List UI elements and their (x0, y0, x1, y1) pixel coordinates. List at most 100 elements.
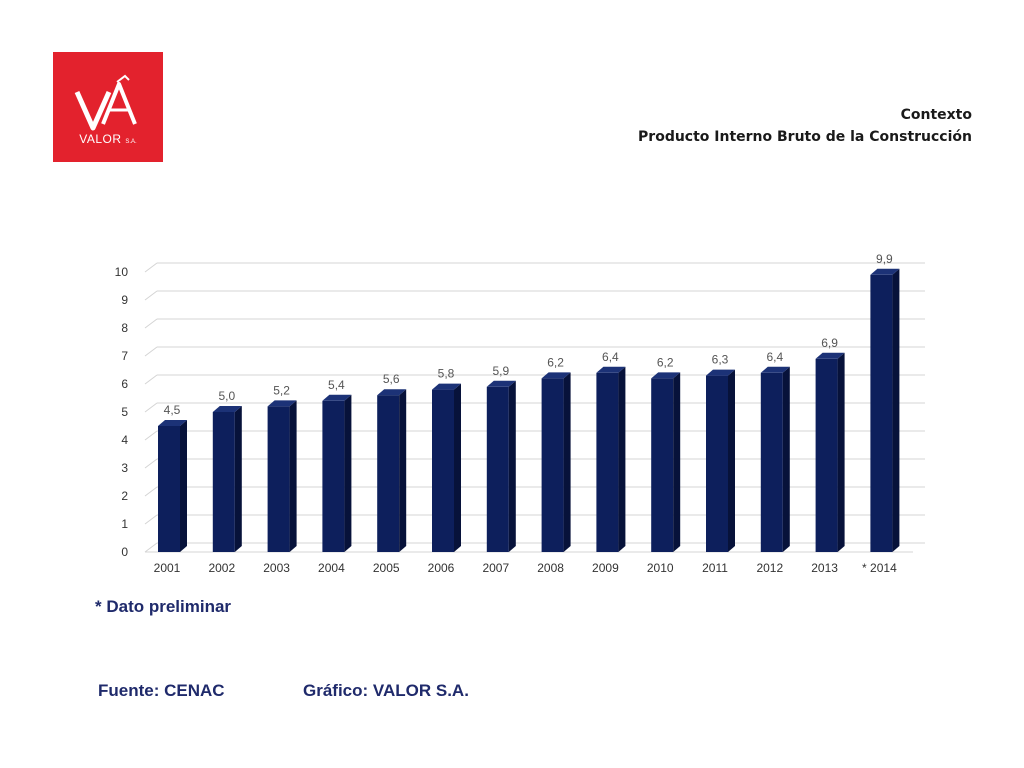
bar-front (541, 378, 564, 552)
gridline-depth (144, 458, 158, 469)
source-text: Fuente: CENAC (98, 681, 225, 700)
bar: 5,9 (486, 364, 516, 552)
bar-value-label: 6,4 (602, 350, 619, 364)
y-tick-label: 10 (115, 265, 129, 279)
y-tick-label: 6 (121, 377, 128, 391)
y-tick-label: 1 (121, 517, 128, 531)
x-tick-label: 2010 (647, 561, 674, 575)
y-tick-label: 3 (121, 461, 128, 475)
bar: 6,2 (541, 355, 571, 552)
logo-suffix: S.A. (125, 139, 137, 145)
bar: 6,3 (706, 353, 735, 552)
valor-logo: VALOR S.A. (53, 52, 163, 162)
bar-side (782, 366, 790, 552)
bar-top (267, 400, 297, 407)
bar-side (508, 380, 516, 552)
chart-grid (144, 262, 925, 553)
bar-top (432, 383, 461, 390)
x-tick-label: 2004 (318, 561, 345, 575)
x-tick-label: 2013 (811, 561, 838, 575)
gridline-depth (144, 430, 158, 441)
bar: 6,2 (651, 355, 681, 552)
bar-top (377, 389, 407, 396)
bar-front (870, 274, 893, 552)
bar: 5,8 (432, 367, 461, 552)
bar: 5,6 (377, 372, 407, 552)
gridline-depth (144, 542, 158, 553)
x-tick-label: 2006 (428, 561, 455, 575)
gridline-depth (144, 486, 158, 497)
header-context: Contexto (900, 107, 972, 123)
bar-side (454, 383, 461, 552)
x-tick-label: 2009 (592, 561, 619, 575)
bar: 4,5 (158, 403, 187, 552)
bar-front (432, 389, 454, 552)
bar-top (815, 352, 845, 359)
bar-side (344, 394, 352, 552)
bar-top (322, 394, 352, 401)
y-tick-label: 2 (121, 489, 128, 503)
bar: 6,9 (815, 336, 845, 552)
bar-side (399, 389, 407, 552)
bar-value-label: 6,2 (547, 355, 564, 369)
bar-top (158, 420, 187, 426)
x-tick-label: * 2014 (862, 561, 897, 575)
bar-front (815, 358, 838, 552)
chart-bars: 4,5 5,0 5,2 5,4 5,6 5,8 5,9 6,2 6,4 6,2 6,3 6,4 6,9 9… (158, 252, 900, 552)
bar-side (618, 366, 626, 552)
bar-value-label: 5,0 (218, 389, 235, 403)
bar-front (377, 395, 400, 552)
bar-top (541, 372, 571, 379)
bar-chart: 0 1 2 3 4 5 6 7 8 9 10 4,5 5,0 5,2 5,4 5,6 5,8 5,9 6,2 6,4… (115, 252, 925, 575)
bar-top (870, 268, 900, 275)
bar-value-label: 6,3 (712, 353, 729, 367)
bar-front (651, 378, 674, 552)
bar: 5,0 (212, 389, 242, 552)
bar-side (563, 372, 571, 552)
bar-side (180, 420, 187, 552)
bar-front (706, 375, 728, 552)
y-tick-label: 7 (121, 349, 128, 363)
bar-value-label: 5,6 (383, 372, 400, 386)
gridline-depth (144, 262, 158, 273)
logo-mark-icon (74, 74, 137, 131)
gridline-depth (144, 346, 158, 357)
bar-front (760, 372, 783, 552)
gridline-depth (144, 374, 158, 385)
gridline-depth (144, 514, 158, 525)
x-tick-label: 2012 (756, 561, 783, 575)
bar-front (486, 386, 509, 552)
bar-top (760, 366, 790, 373)
bar-side (892, 268, 900, 552)
bar-side (234, 406, 242, 552)
x-tick-label: 2001 (154, 561, 181, 575)
bar-front (267, 406, 290, 552)
bar-value-label: 4,5 (164, 403, 181, 417)
bar-side (837, 352, 845, 552)
gridline-depth (144, 290, 158, 301)
header-title: Producto Interno Bruto de la Construcció… (638, 129, 972, 145)
bar-front (158, 426, 180, 552)
x-axis: 2001 2002 2003 2004 2005 2006 2007 2008 2009 2010… (154, 561, 897, 575)
logo-text: VALOR S.A. (53, 132, 163, 146)
bar-top (212, 406, 242, 412)
credit-text: Gráfico: VALOR S.A. (303, 681, 469, 700)
bar-value-label: 6,2 (657, 355, 674, 369)
bar-front (596, 372, 619, 552)
preliminary-note: * Dato preliminar (95, 597, 232, 616)
bar-value-label: 5,9 (492, 364, 509, 378)
bar-value-label: 5,8 (438, 367, 455, 381)
page-header: Contexto Producto Interno Bruto de la Co… (638, 104, 972, 148)
bar-value-label: 9,9 (876, 252, 893, 266)
bar-top (651, 372, 681, 379)
bar-side (728, 369, 735, 552)
gridline-depth (144, 318, 158, 329)
logo-name: VALOR (79, 132, 122, 146)
bar-side (289, 400, 297, 552)
y-tick-label: 9 (121, 293, 128, 307)
bar: 9,9 (870, 252, 900, 552)
x-tick-label: 2008 (537, 561, 564, 575)
x-tick-label: 2007 (482, 561, 509, 575)
bar-front (212, 412, 235, 552)
bar: 6,4 (596, 350, 626, 552)
